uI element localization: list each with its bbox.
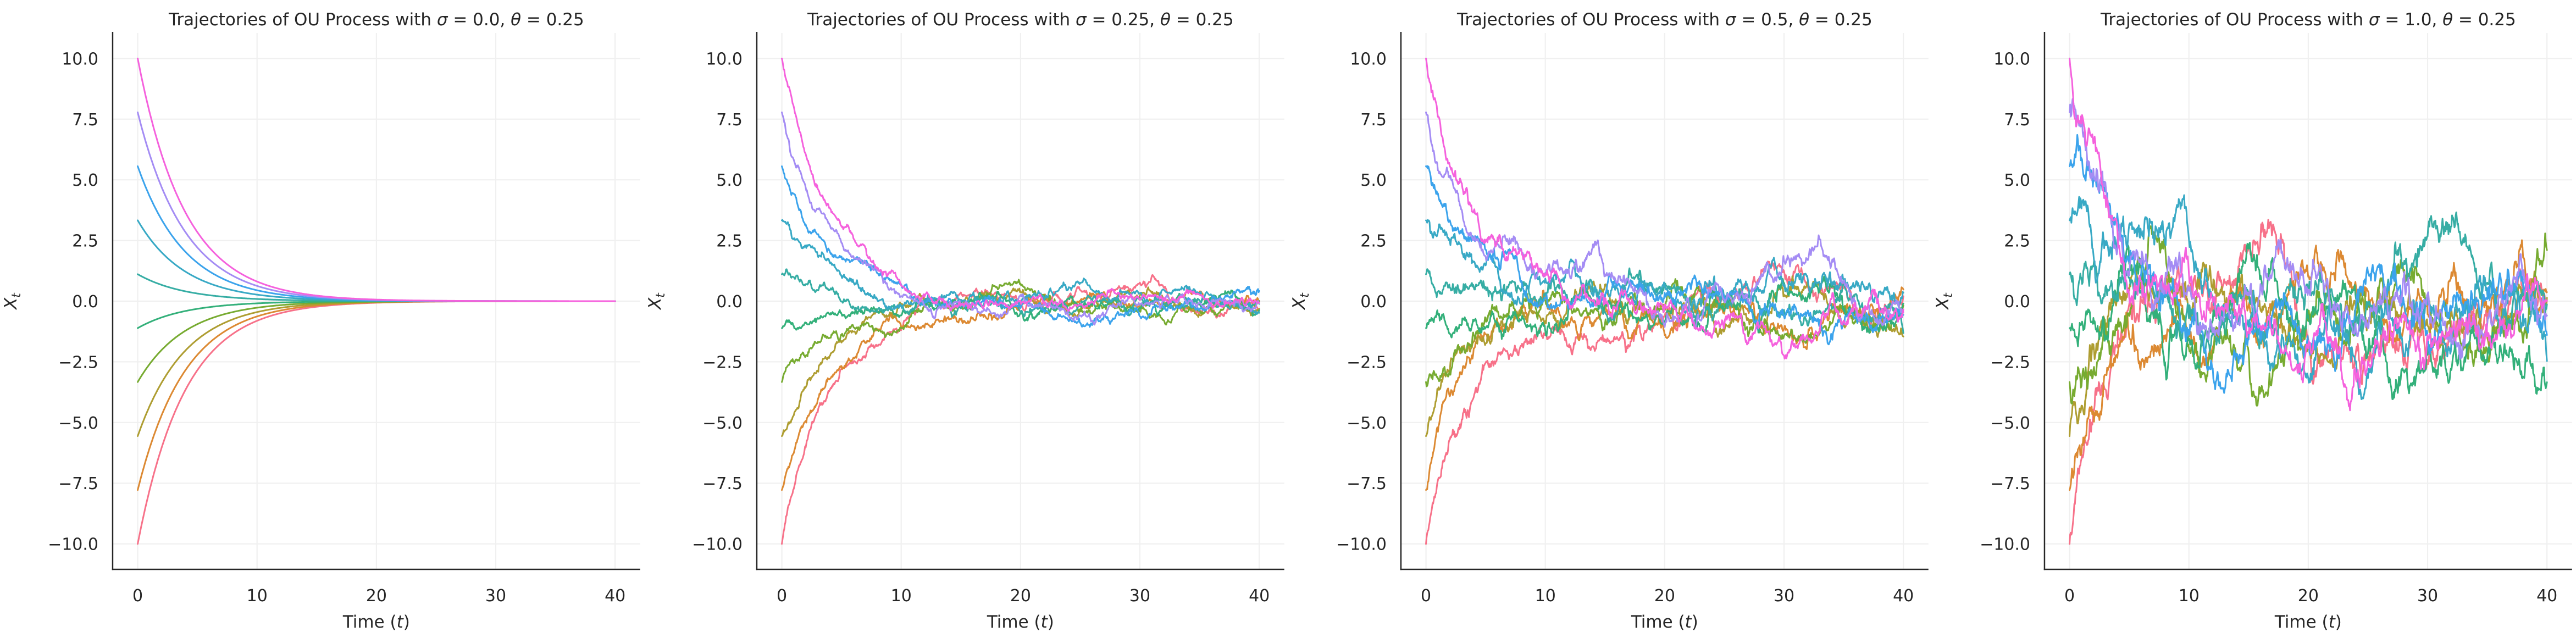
y-axis-label: Xt: [1, 292, 24, 311]
y-tick-label: 5.0: [72, 171, 98, 190]
y-axis-label: Xt: [1933, 292, 1955, 311]
x-axis-label: Time (t): [2274, 612, 2342, 632]
trajectory-lines: [780, 57, 1260, 545]
y-tick-label: −5.0: [1990, 414, 2030, 433]
y-tick-label: 2.5: [2004, 232, 2031, 251]
x-tick-label: 10: [2179, 586, 2200, 606]
ou-trajectories-chart-1: −10.0 −7.5 −5.0 −2.5 0.0 2.5 5.0 7.5 10.0 0 10 20 30…: [1, 10, 640, 632]
trajectory-line: [2069, 242, 2548, 400]
y-tick-label: −10.0: [692, 535, 743, 555]
x-axis-label: Time (t): [1630, 612, 1698, 632]
trajectory-lines: [1425, 57, 1904, 545]
y-tick-label: 0.0: [716, 292, 743, 312]
y-tick-label: 5.0: [2004, 171, 2031, 190]
axes-spines: [1400, 32, 1929, 570]
y-tick-label: −5.0: [58, 414, 98, 433]
x-tick-label: 0: [132, 586, 143, 606]
x-tick-label: 10: [1534, 586, 1555, 606]
ou-trajectories-chart-2: −10.0 −7.5 −5.0 −2.5 0.0 2.5 5.0 7.5 10.0 0 10 20 30…: [645, 10, 1284, 632]
y-tick-label: 10.0: [62, 49, 98, 69]
x-tick-label: 30: [2417, 586, 2438, 606]
gridlines: [2045, 33, 2573, 569]
y-tick-label: −10.0: [1980, 535, 2030, 555]
y-tick-label: 5.0: [1360, 171, 1387, 190]
y-tick-label: 7.5: [716, 110, 743, 130]
x-axis-label: Time (t): [987, 612, 1054, 632]
y-tick-label: 7.5: [1360, 110, 1387, 130]
trajectory-line: [2069, 57, 2548, 412]
y-tick-label: 0.0: [1360, 292, 1387, 312]
x-tick-label: 0: [777, 586, 787, 606]
trajectory-line: [1425, 111, 1904, 330]
trajectory-lines: [2069, 57, 2548, 545]
subplot-sigma-0.5: −10.0 −7.5 −5.0 −2.5 0.0 2.5 5.0 7.5 10.0 0 10 20 30…: [1288, 0, 1932, 643]
trajectory-line: [2069, 194, 2548, 400]
gridlines: [1400, 33, 1929, 569]
chart-title: Trajectories of OU Process with σ = 1.0,…: [2100, 10, 2516, 30]
ou-trajectories-chart-4: −10.0 −7.5 −5.0 −2.5 0.0 2.5 5.0 7.5 10.0 0 10 20 30…: [1933, 10, 2573, 632]
y-tick-label: −2.5: [58, 353, 98, 372]
x-tick-label: 20: [1010, 586, 1031, 606]
y-tick-label: 2.5: [72, 232, 98, 251]
x-tick-label: 40: [2536, 586, 2557, 606]
y-tick-label: −5.0: [702, 414, 743, 433]
trajectory-line: [780, 279, 1260, 383]
chart-title: Trajectories of OU Process with σ = 0.0,…: [168, 10, 584, 30]
x-tick-label: 0: [2064, 586, 2075, 606]
trajectory-line: [780, 57, 1260, 312]
axes-spines: [112, 32, 640, 570]
y-tick-label: 10.0: [706, 49, 743, 69]
x-tick-label: 20: [2298, 586, 2319, 606]
axes-spines: [756, 32, 1284, 570]
y-tick-label: −2.5: [1347, 353, 1387, 372]
trajectory-line: [1425, 165, 1904, 346]
y-tick-label: 10.0: [1350, 49, 1387, 69]
chart-title: Trajectories of OU Process with σ = 0.25…: [807, 10, 1233, 30]
subplot-sigma-1.0: −10.0 −7.5 −5.0 −2.5 0.0 2.5 5.0 7.5 10.0 0 10 20 30…: [1932, 0, 2576, 643]
y-tick-label: −5.0: [1347, 414, 1387, 433]
ou-trajectories-chart-3: −10.0 −7.5 −5.0 −2.5 0.0 2.5 5.0 7.5 10.0 0 10 20 30…: [1289, 10, 1929, 632]
x-tick-label: 10: [247, 586, 268, 606]
x-tick-label: 40: [1893, 586, 1914, 606]
y-tick-label: 0.0: [72, 292, 98, 312]
y-tick-label: 2.5: [716, 232, 743, 251]
y-tick-label: 2.5: [1360, 232, 1387, 251]
x-tick-label: 20: [366, 586, 387, 606]
trajectory-line: [1425, 275, 1904, 340]
y-tick-label: −7.5: [1990, 474, 2030, 494]
y-tick-label: −10.0: [1336, 535, 1387, 555]
y-axis-label: Xt: [1289, 292, 1311, 311]
y-tick-label: 10.0: [1993, 49, 2030, 69]
subplot-sigma-0.25: −10.0 −7.5 −5.0 −2.5 0.0 2.5 5.0 7.5 10.0 0 10 20 30…: [644, 0, 1288, 643]
x-tick-label: 30: [485, 586, 506, 606]
trajectory-lines: [137, 57, 616, 545]
trajectory-line: [1425, 57, 1904, 360]
y-tick-label: −2.5: [1990, 353, 2030, 372]
y-tick-label: 7.5: [72, 110, 98, 130]
x-tick-label: 10: [890, 586, 911, 606]
subplot-sigma-0.0: −10.0 −7.5 −5.0 −2.5 0.0 2.5 5.0 7.5 10.0 0 10 20 30…: [0, 0, 644, 643]
y-tick-label: 7.5: [2004, 110, 2031, 130]
y-tick-label: −7.5: [58, 474, 98, 494]
y-axis-label: Xt: [645, 292, 668, 311]
y-tick-label: −7.5: [702, 474, 743, 494]
axes-spines: [2043, 32, 2573, 570]
y-tick-label: −7.5: [1347, 474, 1387, 494]
x-tick-label: 40: [605, 586, 625, 606]
y-tick-label: −10.0: [48, 535, 98, 555]
y-tick-label: 0.0: [2004, 292, 2031, 312]
chart-title: Trajectories of OU Process with σ = 0.5,…: [1456, 10, 1872, 30]
x-tick-label: 20: [1654, 586, 1675, 606]
x-axis-label: Time (t): [342, 612, 410, 632]
y-tick-label: −2.5: [702, 353, 743, 372]
x-tick-label: 30: [1129, 586, 1150, 606]
x-tick-label: 0: [1421, 586, 1431, 606]
y-tick-label: 5.0: [716, 171, 743, 190]
x-tick-label: 30: [1773, 586, 1794, 606]
x-tick-label: 40: [1249, 586, 1270, 606]
trajectory-line: [137, 57, 616, 302]
trajectory-line: [1425, 219, 1904, 314]
